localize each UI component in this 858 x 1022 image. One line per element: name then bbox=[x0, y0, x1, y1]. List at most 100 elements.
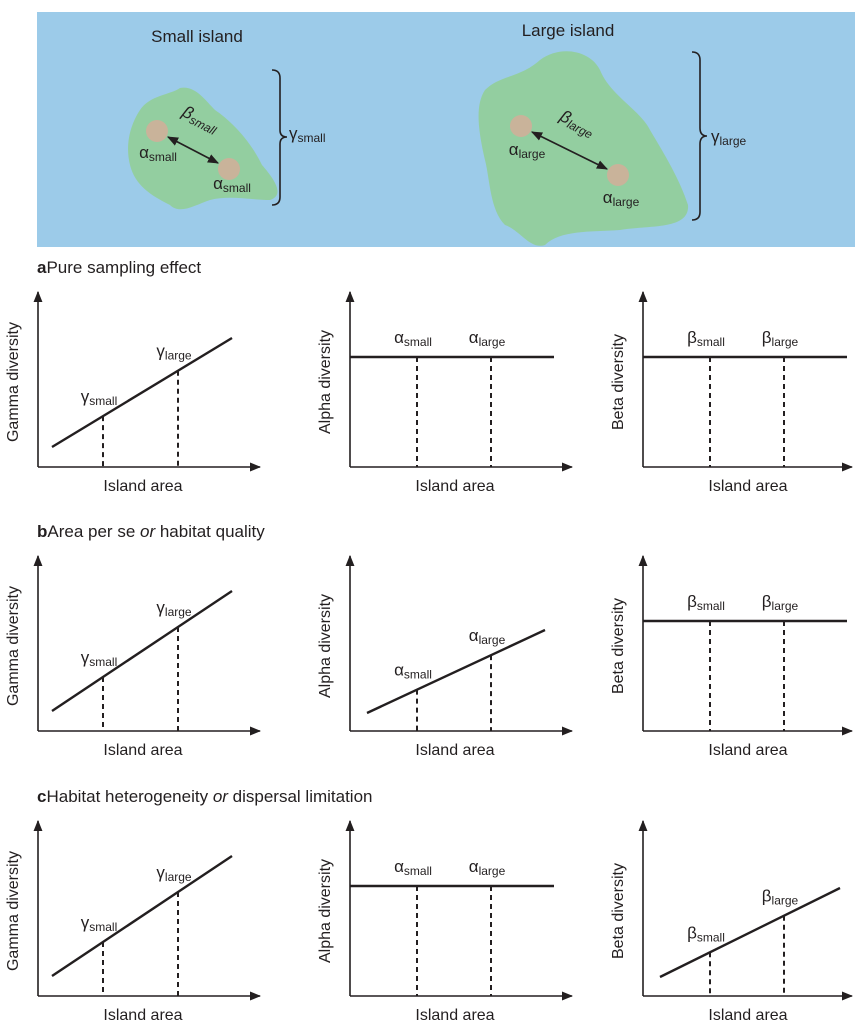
y-axis-label: Beta diversity bbox=[610, 598, 627, 694]
symbol: α bbox=[394, 328, 404, 347]
x-axis-label: Island area bbox=[103, 742, 182, 759]
symbol-label: βlarge bbox=[762, 887, 799, 908]
symbol-label: αsmall bbox=[394, 661, 432, 682]
subscript: small bbox=[697, 599, 725, 613]
symbol-label: γlarge bbox=[156, 598, 192, 619]
panel-title: Pure sampling effect bbox=[46, 258, 201, 277]
symbol: α bbox=[469, 857, 479, 876]
bracket bbox=[271, 69, 288, 206]
subscript: small bbox=[89, 655, 117, 669]
symbol-label: αlarge bbox=[469, 328, 506, 349]
x-axis-label: Island area bbox=[415, 742, 494, 759]
symbol: α bbox=[394, 661, 404, 680]
subscript: large bbox=[772, 894, 799, 908]
symbol-label: γlarge bbox=[156, 863, 192, 884]
symbol: β bbox=[687, 328, 697, 347]
symbol-label: γlarge bbox=[156, 342, 192, 363]
symbol: β bbox=[687, 592, 697, 611]
y-axis-label: Beta diversity bbox=[610, 863, 627, 959]
trend-line bbox=[659, 886, 841, 979]
symbol: γ bbox=[156, 598, 165, 617]
symbol: β bbox=[762, 887, 772, 906]
site bbox=[218, 158, 240, 180]
symbol: γ bbox=[289, 124, 298, 143]
y-axis-label: Gamma diversity bbox=[5, 586, 22, 706]
symbol-label: βsmall bbox=[687, 328, 725, 349]
y-axis-label: Beta diversity bbox=[610, 334, 627, 430]
subscript: small bbox=[89, 394, 117, 408]
y-axis-label: Alpha diversity bbox=[317, 330, 334, 434]
x-axis-label: Island area bbox=[103, 1007, 182, 1022]
trend-line bbox=[51, 590, 233, 712]
subscript: large bbox=[720, 134, 747, 148]
beta-arrow bbox=[530, 131, 609, 170]
symbol: γ bbox=[156, 342, 165, 361]
symbol-label: αlarge bbox=[469, 857, 506, 878]
subscript: large bbox=[479, 864, 506, 878]
y-axis-label: Gamma diversity bbox=[5, 322, 22, 442]
site bbox=[146, 120, 168, 142]
subscript: large bbox=[479, 335, 506, 349]
symbol: γ bbox=[81, 913, 90, 932]
subscript: small bbox=[404, 668, 432, 682]
panel-heading: bArea per se or habitat quality bbox=[37, 522, 265, 541]
symbol-label: αlarge bbox=[603, 188, 640, 209]
trend-line bbox=[51, 855, 233, 977]
symbol-label: βlarge bbox=[762, 592, 799, 613]
symbol-label: αsmall bbox=[139, 143, 177, 164]
subscript: small bbox=[404, 335, 432, 349]
panel-title: Area per se bbox=[47, 522, 140, 541]
symbol-label: γsmall bbox=[81, 387, 118, 408]
x-axis-label: Island area bbox=[415, 478, 494, 495]
bracket bbox=[691, 51, 708, 221]
y-axis-label: Gamma diversity bbox=[5, 851, 22, 971]
subscript: large bbox=[519, 147, 546, 161]
panel: bArea per se or habitat quality Gamma div… bbox=[5, 522, 854, 759]
subscript: small bbox=[697, 930, 725, 944]
subscript: large bbox=[772, 599, 799, 613]
symbol-label: γsmall bbox=[289, 124, 326, 145]
symbol: α bbox=[213, 174, 223, 193]
trend-line bbox=[51, 336, 233, 449]
panel-title: dispersal limitation bbox=[228, 787, 373, 806]
x-axis-label: Island area bbox=[708, 478, 787, 495]
symbol: γ bbox=[81, 387, 90, 406]
subscript: large bbox=[772, 335, 799, 349]
symbol: γ bbox=[156, 863, 165, 882]
site bbox=[510, 115, 532, 137]
symbol: α bbox=[139, 143, 149, 162]
x-axis-label: Island area bbox=[415, 1007, 494, 1022]
subscript: small bbox=[298, 131, 326, 145]
subscript: large bbox=[165, 870, 192, 884]
panel-heading: cHabitat heterogeneity or dispersal limi… bbox=[37, 787, 373, 806]
panel-heading: aPure sampling effect bbox=[37, 258, 201, 277]
symbol: γ bbox=[711, 127, 720, 146]
symbol-label: γsmall bbox=[81, 648, 118, 669]
y-axis-label: Alpha diversity bbox=[317, 594, 334, 698]
island-title: Large island bbox=[522, 21, 615, 40]
subscript: large bbox=[165, 349, 192, 363]
beta-arrow bbox=[167, 136, 219, 164]
symbol: α bbox=[509, 140, 519, 159]
panel-letter: c bbox=[37, 787, 46, 806]
subscript: small bbox=[89, 920, 117, 934]
subscript: small bbox=[149, 150, 177, 164]
subscript: large bbox=[165, 605, 192, 619]
subscript: large bbox=[613, 195, 640, 209]
symbol: β bbox=[762, 328, 772, 347]
subscript: small bbox=[223, 181, 251, 195]
symbol-label: βlarge bbox=[762, 328, 799, 349]
island-scheme: Small island Large island αsmallαsmallβs… bbox=[37, 12, 855, 247]
symbol: α bbox=[469, 328, 479, 347]
x-axis-label: Island area bbox=[708, 742, 787, 759]
panel-letter: a bbox=[37, 258, 47, 277]
trend-line bbox=[366, 628, 546, 715]
x-axis-label: Island area bbox=[708, 1007, 787, 1022]
symbol: α bbox=[603, 188, 613, 207]
panel-letter: b bbox=[37, 522, 47, 541]
panel-title: or bbox=[140, 522, 156, 541]
symbol-label: γsmall bbox=[81, 913, 118, 934]
symbol: β bbox=[687, 923, 697, 942]
y-axis-label: Alpha diversity bbox=[317, 859, 334, 963]
